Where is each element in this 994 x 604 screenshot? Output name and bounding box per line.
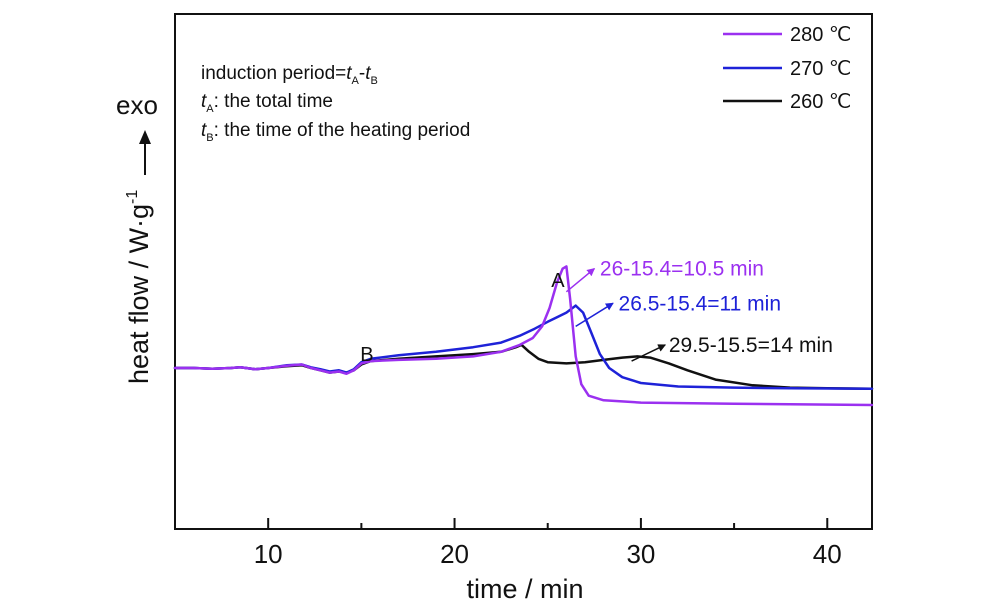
exo-label: exo (116, 90, 158, 120)
x-axis-ticks (174, 518, 829, 529)
note-ta-symbol-2: t (201, 91, 207, 112)
legend: 280 ℃ 270 ℃ 260 ℃ (723, 24, 851, 113)
annotation-label: 26-15.4=10.5 min (600, 258, 764, 281)
annotation-layer: 26-15.4=10.5 min 26.5-15.4=11 min 29.5-15.… (565, 258, 833, 362)
series-layer (173, 265, 874, 407)
note-dash: - (359, 63, 365, 84)
x-tick-label: 10 (254, 539, 283, 569)
note-ta-subscript-2: A (206, 103, 214, 115)
note-ta-subscript: A (352, 75, 360, 87)
note-total-time-text: : the total time (214, 91, 333, 112)
point-label: A (551, 270, 565, 292)
y-axis-label: heat flow / W·g-1 (124, 190, 154, 384)
x-axis-tick-labels: 10 20 30 40 (254, 539, 842, 569)
y-axis-label-main: heat flow / W·g (124, 204, 154, 384)
x-tick-label: 20 (440, 539, 469, 569)
x-axis-label: time / min (466, 574, 583, 604)
note-tb-symbol: t (365, 63, 371, 84)
y-axis-label-superscript: -1 (124, 190, 141, 204)
annotation-arrow (575, 302, 614, 328)
note-induction-period: induction period=tA-tB (201, 63, 378, 87)
legend-label-270: 270 ℃ (790, 58, 851, 80)
note-tb-symbol-2: t (201, 120, 207, 141)
notes-block: induction period=tA-tB tA: the total tim… (201, 63, 470, 144)
series-line-280 (173, 265, 874, 407)
note-total-time: tA: the total time (201, 91, 333, 115)
legend-label-280: 280 ℃ (790, 24, 851, 46)
annotation-arrow (631, 344, 667, 362)
annotation-arrow (565, 268, 596, 293)
annotation-label: 26.5-15.4=11 min (619, 292, 781, 315)
x-tick-label: 40 (813, 539, 842, 569)
note-heating-period-text: : the time of the heating period (214, 120, 471, 141)
legend-label-260: 260 ℃ (790, 91, 851, 113)
note-ta-symbol: t (346, 63, 352, 84)
annotation-label: 29.5-15.5=14 min (669, 334, 833, 357)
point-label-layer: AB (360, 270, 565, 366)
note-induction-text: induction period= (201, 63, 346, 84)
note-tb-subscript-2: B (206, 132, 213, 144)
note-tb-subscript: B (370, 75, 377, 87)
x-tick-label: 30 (626, 539, 655, 569)
y-axis-label-text: heat flow / W·g-1 (124, 190, 154, 384)
note-heating-period: tB: the time of the heating period (201, 120, 470, 144)
point-label: B (360, 344, 373, 366)
plot-frame (174, 13, 873, 530)
exo-arrow-head (139, 130, 151, 144)
